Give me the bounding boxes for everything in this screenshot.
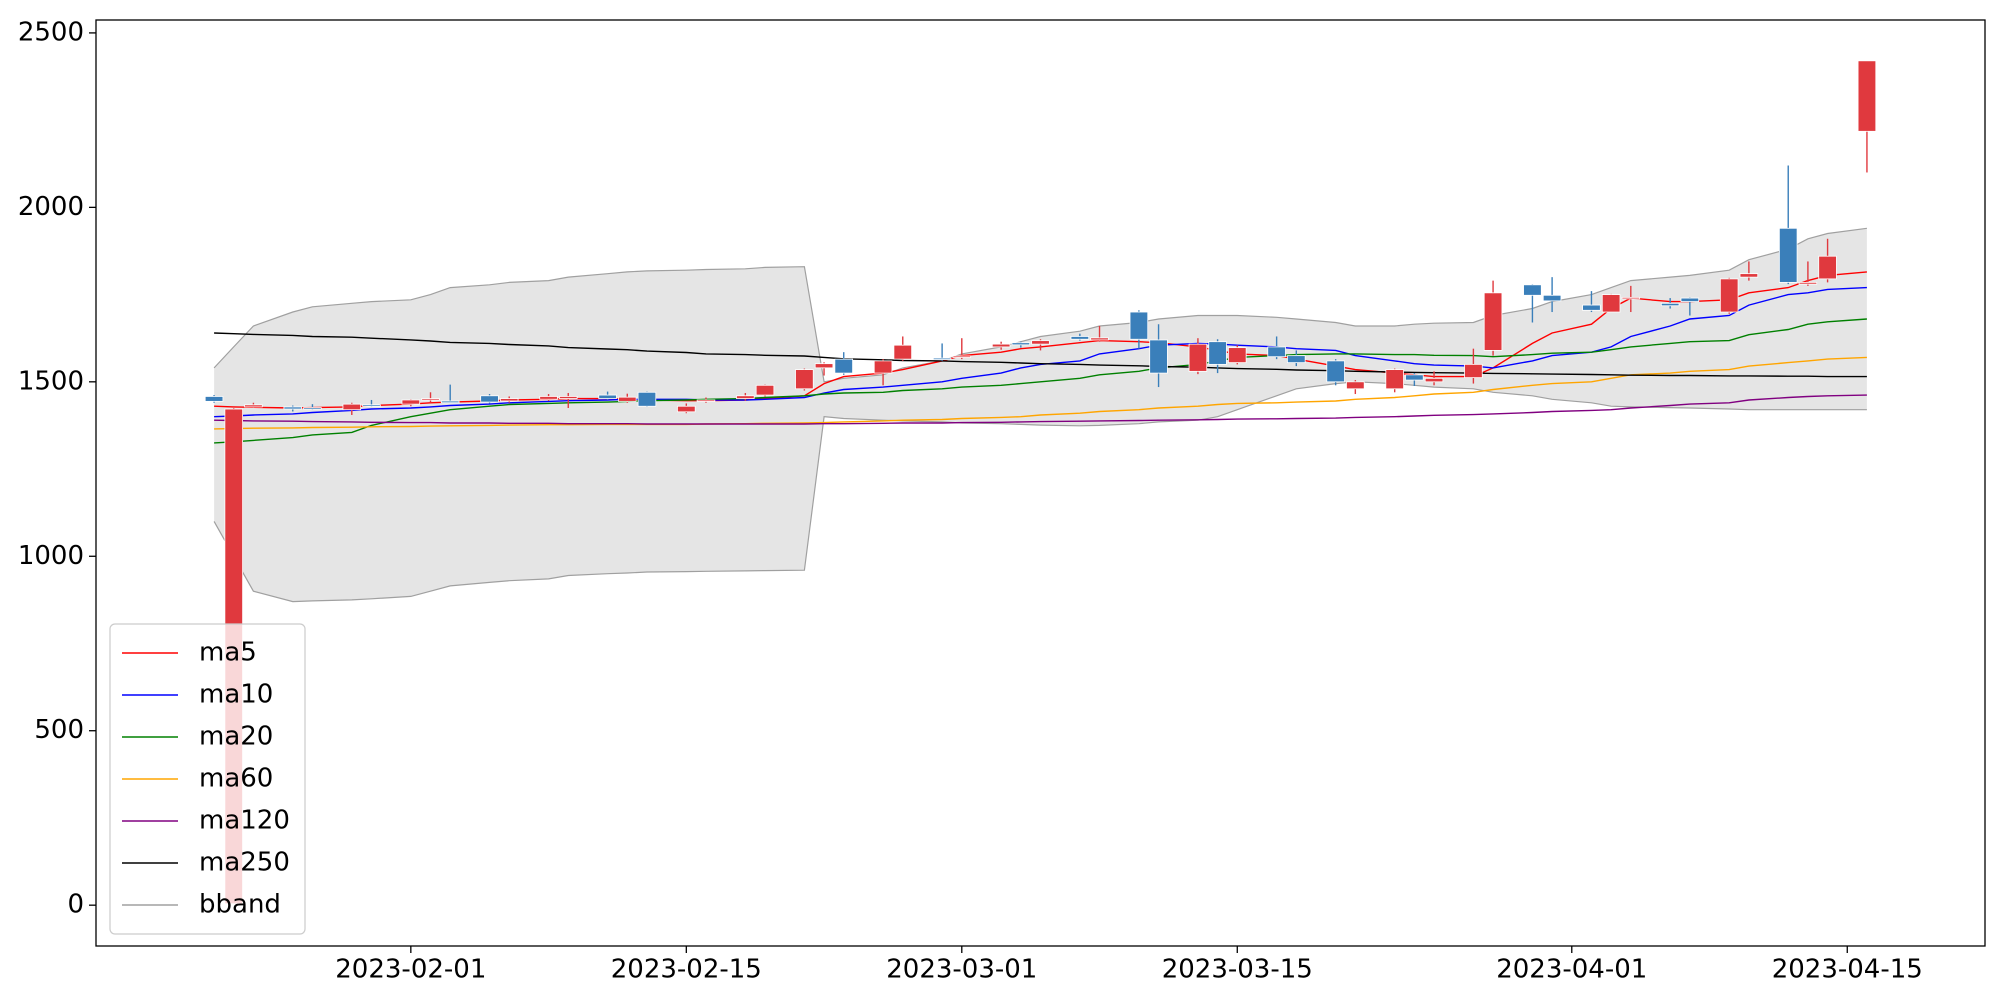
candle-body [1660, 302, 1680, 307]
candle-body [421, 398, 440, 401]
candle-body [1031, 340, 1050, 345]
plot-frame [95, 19, 1986, 947]
candle-body [362, 404, 381, 407]
y-tick-label: 2000 [18, 192, 84, 222]
candle-body [814, 363, 834, 369]
candle-body [696, 399, 716, 402]
ma-line [214, 394, 1867, 425]
candle-body [1011, 342, 1031, 346]
candle-body [873, 360, 893, 374]
candle-body [1070, 336, 1090, 340]
x-tick-label: 2023-02-01 [335, 955, 486, 985]
x-tick-label: 2023-03-01 [886, 955, 1037, 985]
candle-body [1346, 381, 1365, 390]
candle-body [480, 395, 499, 403]
candle-body [1798, 281, 1818, 285]
candle-body [1424, 377, 1444, 383]
candle-body [342, 403, 362, 411]
candle-body [499, 398, 519, 402]
candle-body [1228, 347, 1247, 364]
x-tick-label: 2023-02-15 [611, 955, 762, 985]
candle-body [1680, 297, 1700, 302]
candle-body [1483, 292, 1503, 351]
candle-body [1582, 304, 1601, 311]
y-tick-label: 2500 [18, 17, 84, 47]
x-tick-label: 2023-04-15 [1772, 955, 1923, 985]
candle-body [618, 396, 637, 402]
ma-line [214, 356, 1867, 430]
legend: ma5 ma10 ma20 ma60 ma120 ma250 bband [109, 623, 306, 935]
x-tick-label: 2023-03-15 [1162, 955, 1313, 985]
candle-body [893, 344, 913, 360]
candle-body [1385, 369, 1404, 390]
candle-body [598, 394, 617, 399]
candle-body [1267, 346, 1286, 358]
legend-label: ma250 [199, 848, 290, 878]
legend-box [109, 623, 306, 935]
candle-body [1149, 339, 1168, 374]
candle-body [677, 405, 696, 413]
ma-line [214, 332, 1867, 378]
candle-body [539, 396, 558, 400]
candle-body [755, 384, 775, 396]
legend-label: ma60 [199, 764, 273, 794]
candle-body [991, 343, 1011, 348]
candle-body [204, 396, 224, 402]
candle-body [1857, 60, 1877, 132]
candle-body [834, 358, 853, 374]
candle-body [1287, 355, 1306, 364]
candle-body [244, 404, 263, 408]
legend-label: ma20 [199, 722, 273, 752]
band-lower [213, 381, 1867, 603]
ma-line [214, 318, 1867, 444]
candle-body [1405, 374, 1424, 381]
candle-body [1778, 227, 1798, 283]
y-tick-label: 1000 [18, 541, 84, 571]
legend-label: ma10 [199, 680, 273, 710]
band-upper [213, 227, 1867, 383]
y-tick-label: 1500 [18, 366, 84, 396]
legend-label: bband [199, 890, 281, 920]
x-tick-label: 2023-04-01 [1496, 955, 1647, 985]
candle-body [637, 391, 657, 407]
candle-body [1719, 278, 1739, 313]
candle-body [952, 355, 972, 358]
candle-body [1208, 341, 1227, 365]
legend-label: ma5 [199, 638, 257, 668]
candle-body [558, 396, 578, 399]
candle-body [1818, 255, 1837, 280]
candle-body [1739, 273, 1759, 278]
candle-body [932, 357, 952, 360]
candle-body [795, 369, 814, 390]
candle-body [1464, 363, 1483, 379]
y-tick-label: 0 [67, 890, 84, 920]
candle-body [1542, 294, 1562, 302]
candle-body [1188, 343, 1208, 372]
candle-body [401, 399, 421, 405]
legend-label: ma120 [199, 806, 290, 836]
candle-body [283, 406, 303, 410]
candle-body [736, 395, 755, 399]
candle-body [303, 407, 322, 410]
candle-body [1523, 284, 1542, 296]
candle-body [1326, 360, 1345, 383]
candle-body [1090, 337, 1109, 341]
candle-body [440, 400, 460, 404]
candle-body [1601, 294, 1621, 313]
candle-body [1129, 311, 1149, 340]
y-tick-label: 500 [34, 715, 84, 745]
candle-body [1621, 296, 1641, 300]
